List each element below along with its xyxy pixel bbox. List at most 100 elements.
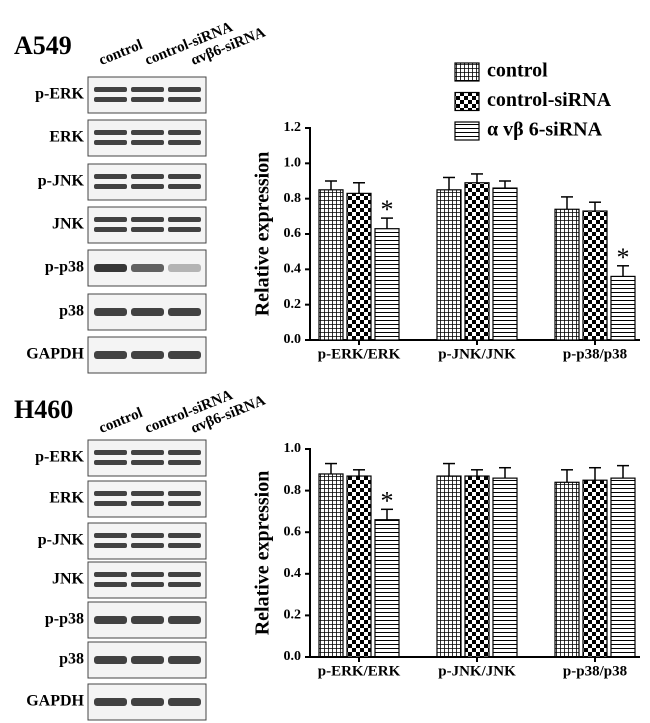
blot-band [94, 97, 127, 102]
blot-band [131, 501, 164, 506]
y-axis-label: Relative expression [252, 152, 274, 317]
blot-title: A549 [14, 31, 72, 60]
blot-band [131, 572, 164, 577]
blot-band [131, 543, 164, 548]
blot-band [94, 130, 127, 135]
blot-band [131, 460, 164, 465]
blot-band [168, 533, 201, 538]
blot-band [168, 698, 201, 706]
blot-band [94, 491, 127, 496]
blot-band [94, 460, 127, 465]
blot-row-label: p38 [59, 303, 84, 320]
blot-row-label: p-p38 [45, 259, 84, 276]
lane-label: control [97, 405, 145, 437]
y-tick-label: 0.2 [284, 608, 302, 623]
blot-band [168, 656, 201, 664]
blot-band [94, 308, 127, 316]
blot-band [94, 501, 127, 506]
blot-frame [87, 119, 207, 157]
blot-band [94, 184, 127, 189]
blot-band [94, 450, 127, 455]
bar [554, 208, 580, 341]
blot-row-label: p-p38 [45, 611, 84, 628]
legend-swatch [454, 91, 480, 112]
y-tick-label: 1.2 [284, 120, 302, 135]
y-tick-label: 1.0 [284, 441, 302, 456]
y-tick-label: 0.0 [284, 649, 302, 664]
blot-band [94, 140, 127, 145]
x-tick-label: p-p38/p38 [563, 346, 627, 362]
bar [492, 187, 518, 341]
blot-band [131, 533, 164, 538]
blot-frame [87, 163, 207, 201]
x-tick-label: p-p38/p38 [563, 663, 627, 679]
bar [374, 519, 400, 658]
bar [610, 477, 636, 658]
blot-band [94, 616, 127, 624]
y-tick-label: 0.6 [284, 226, 302, 241]
blot-band [131, 698, 164, 706]
blot-band [94, 656, 127, 664]
blot-band [131, 351, 164, 359]
blot-band [131, 227, 164, 232]
blot-band [168, 543, 201, 548]
blot-row-label: JNK [52, 216, 85, 233]
blot-band [168, 227, 201, 232]
legend-swatch [454, 62, 480, 82]
y-axis-label: Relative expression [252, 471, 274, 636]
blot-band [168, 572, 201, 577]
y-tick-label: 0.2 [284, 297, 302, 312]
blot-band [131, 140, 164, 145]
legend-label: control-siRNA [487, 89, 612, 111]
blot-row-label: GAPDH [26, 693, 84, 710]
blot-band [131, 450, 164, 455]
blot-row-label: JNK [52, 571, 85, 588]
blot-row-label: ERK [49, 490, 84, 507]
bar [436, 189, 462, 341]
blot-row-label: p-ERK [35, 86, 84, 103]
bar [464, 475, 490, 658]
blot-band [94, 351, 127, 359]
blot-row-label: p-ERK [35, 449, 84, 466]
bar [554, 481, 580, 658]
y-tick-label: 0.4 [284, 262, 302, 277]
bar [318, 473, 344, 658]
blot-band [131, 656, 164, 664]
blot-row-label: p-JNK [38, 173, 85, 190]
y-tick-label: 0.8 [284, 483, 302, 498]
blot-band [168, 460, 201, 465]
blot-band [168, 140, 201, 145]
blot-frame [87, 561, 207, 599]
bar [610, 275, 636, 341]
lane-label: control [97, 37, 145, 69]
blot-band [131, 130, 164, 135]
blot-band [168, 308, 201, 316]
blot-band [168, 616, 201, 624]
blot-row-label: p38 [59, 651, 84, 668]
blot-band [168, 501, 201, 506]
blot-band [94, 533, 127, 538]
x-tick-label: p-ERK/ERK [318, 346, 401, 362]
x-tick-label: p-ERK/ERK [318, 663, 401, 679]
y-tick-label: 1.0 [284, 156, 302, 171]
blot-title: H460 [14, 395, 73, 424]
legend-swatch [454, 121, 480, 141]
blot-band [131, 582, 164, 587]
blot-frame [87, 522, 207, 560]
y-tick-label: 0.4 [284, 566, 302, 581]
blot-band [168, 491, 201, 496]
blot-band [131, 174, 164, 179]
blot-band [168, 217, 201, 222]
blot-band [131, 308, 164, 316]
blot-row-label: p-JNK [38, 532, 85, 549]
blot-frame [87, 439, 207, 477]
bar [346, 192, 372, 341]
blot-band [131, 184, 164, 189]
blot-row-label: GAPDH [26, 346, 84, 363]
bar [464, 182, 490, 341]
blot-band [131, 87, 164, 92]
blot-band [168, 130, 201, 135]
blot-band [94, 264, 127, 272]
blot-band [168, 87, 201, 92]
blot-band [94, 543, 127, 548]
